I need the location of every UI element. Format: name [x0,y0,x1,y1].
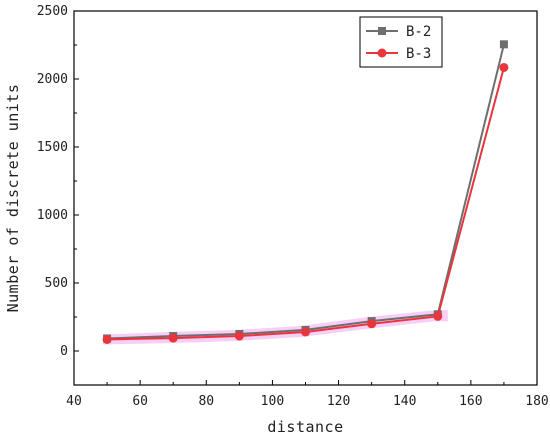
x-tick-label: 60 [132,394,148,409]
y-tick-label: 1000 [37,208,68,223]
y-tick-label: 1500 [37,140,68,155]
x-tick-label: 80 [198,394,214,409]
y-axis-title: Number of discrete units [4,84,22,313]
data-point-circle [301,327,310,337]
axes: 40 60 80 100 120 140 160 180 0 500 1000 1500 2000 250… [37,4,549,409]
data-point-square [499,40,508,49]
data-point-circle [102,334,112,344]
x-tick-label: 100 [261,394,284,409]
y-tick-label: 2500 [37,4,68,19]
x-tick-label: 160 [459,394,482,409]
y-tick-label: 500 [45,276,68,291]
y-tick-label: 0 [60,344,68,359]
series-b-2 [103,40,508,343]
legend-marker-square [378,27,386,35]
legend-item-b-3: B-3 [366,46,431,62]
data-point-circle [234,331,244,341]
series-line [107,67,505,341]
legend-label: B-2 [406,24,431,40]
x-tick-label: 40 [66,394,82,409]
series-b-3 [102,62,509,344]
x-tick-label: 120 [327,394,350,409]
legend: B-2B-3 [359,16,443,68]
series-layer [102,40,509,344]
data-point-circle [367,319,377,329]
data-point-circle [168,333,178,343]
legend-label: B-3 [406,46,431,62]
x-tick-label: 180 [525,394,548,409]
data-point-circle [499,62,509,72]
x-axis-title: distance [267,418,343,436]
x-tick-label: 140 [393,394,416,409]
data-point-circle [433,311,443,321]
legend-item-b-2: B-2 [366,24,431,40]
legend-marker-circle [377,48,387,58]
legend-box [359,16,443,68]
y-tick-label: 2000 [37,72,68,87]
